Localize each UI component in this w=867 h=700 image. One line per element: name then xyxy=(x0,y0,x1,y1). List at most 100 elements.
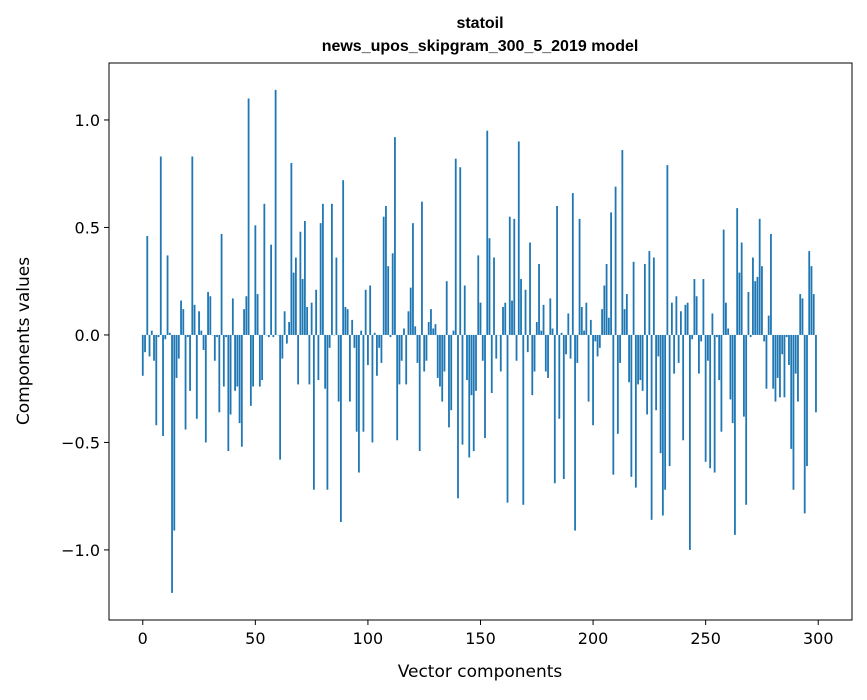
bar-14 xyxy=(173,335,175,531)
bar-52 xyxy=(259,335,261,387)
bar-59 xyxy=(275,90,277,335)
bar-272 xyxy=(754,281,756,335)
bar-39 xyxy=(230,335,232,415)
bar-129 xyxy=(432,328,434,334)
bar-17 xyxy=(180,301,182,335)
bar-153 xyxy=(486,131,488,335)
bar-97 xyxy=(360,331,362,335)
bar-239 xyxy=(680,311,682,335)
bar-191 xyxy=(572,193,574,335)
bar-286 xyxy=(786,335,788,337)
bar-155 xyxy=(491,335,493,393)
bar-3 xyxy=(149,335,151,356)
bar-79 xyxy=(320,223,322,335)
bar-231 xyxy=(662,335,664,516)
bar-186 xyxy=(561,333,563,335)
bar-88 xyxy=(340,335,342,522)
bar-46 xyxy=(245,296,247,335)
bar-195 xyxy=(581,307,583,335)
bar-7 xyxy=(158,335,160,337)
bar-165 xyxy=(513,219,515,335)
bar-220 xyxy=(637,335,639,384)
bar-150 xyxy=(480,303,482,335)
bar-280 xyxy=(772,335,774,389)
bar-224 xyxy=(646,335,648,415)
bar-29 xyxy=(207,292,209,335)
bar-266 xyxy=(741,243,743,335)
bar-68 xyxy=(295,258,297,335)
bar-30 xyxy=(209,296,211,335)
bar-65 xyxy=(288,322,290,335)
bar-105 xyxy=(378,335,380,348)
bar-228 xyxy=(655,335,657,410)
bar-294 xyxy=(804,335,806,513)
bar-37 xyxy=(225,335,227,337)
bar-163 xyxy=(509,217,511,335)
bar-116 xyxy=(403,328,405,334)
bar-205 xyxy=(603,285,605,334)
bar-123 xyxy=(419,335,421,451)
bar-253 xyxy=(712,313,714,334)
bar-121 xyxy=(414,326,416,335)
bar-161 xyxy=(504,303,506,335)
bar-36 xyxy=(223,335,225,387)
bar-213 xyxy=(621,150,623,335)
bar-22 xyxy=(191,157,193,335)
bar-238 xyxy=(678,335,680,363)
bar-164 xyxy=(511,301,513,335)
bar-172 xyxy=(529,243,531,335)
bar-112 xyxy=(394,137,396,335)
bar-76 xyxy=(313,335,315,490)
bar-284 xyxy=(781,335,783,354)
x-tick-label: 250 xyxy=(690,629,721,648)
bar-254 xyxy=(714,335,716,473)
bar-207 xyxy=(608,318,610,335)
bar-96 xyxy=(358,335,360,473)
bar-144 xyxy=(466,335,468,380)
bar-95 xyxy=(356,335,358,432)
bar-235 xyxy=(671,303,673,335)
bar-99 xyxy=(365,290,367,335)
bar-28 xyxy=(205,335,207,442)
bar-8 xyxy=(160,157,162,335)
bar-298 xyxy=(813,294,815,335)
bar-166 xyxy=(516,335,518,361)
bar-83 xyxy=(329,335,331,348)
bar-292 xyxy=(799,294,801,335)
bar-92 xyxy=(349,335,351,402)
bar-299 xyxy=(815,335,817,412)
bar-10 xyxy=(164,335,166,339)
bar-274 xyxy=(759,219,761,335)
bar-47 xyxy=(248,98,250,334)
bar-268 xyxy=(745,335,747,505)
bar-49 xyxy=(252,335,254,387)
bar-273 xyxy=(757,277,759,335)
bar-277 xyxy=(766,335,768,389)
bar-133 xyxy=(441,335,443,402)
bar-117 xyxy=(405,335,407,384)
bar-94 xyxy=(354,335,356,348)
chart-title-line-2: news_upos_skipgram_300_5_2019 model xyxy=(322,38,639,55)
bar-12 xyxy=(169,333,171,335)
bar-214 xyxy=(624,309,626,335)
bar-147 xyxy=(473,335,475,451)
bar-4 xyxy=(151,331,153,335)
bar-125 xyxy=(423,335,425,372)
bar-56 xyxy=(268,335,270,337)
bar-41 xyxy=(234,335,236,391)
bar-285 xyxy=(784,335,786,397)
bar-82 xyxy=(326,335,328,490)
bar-208 xyxy=(610,212,612,335)
chart-title-line-1: statoil xyxy=(456,15,503,32)
x-tick-label: 0 xyxy=(138,629,148,648)
bar-138 xyxy=(453,331,455,335)
bar-32 xyxy=(214,335,216,361)
bar-23 xyxy=(194,305,196,335)
bar-168 xyxy=(520,279,522,335)
bar-271 xyxy=(752,258,754,335)
y-tick-label: 0.0 xyxy=(75,326,100,345)
bar-173 xyxy=(531,335,533,395)
bar-66 xyxy=(290,163,292,335)
bar-62 xyxy=(281,335,283,359)
bar-219 xyxy=(635,335,637,488)
